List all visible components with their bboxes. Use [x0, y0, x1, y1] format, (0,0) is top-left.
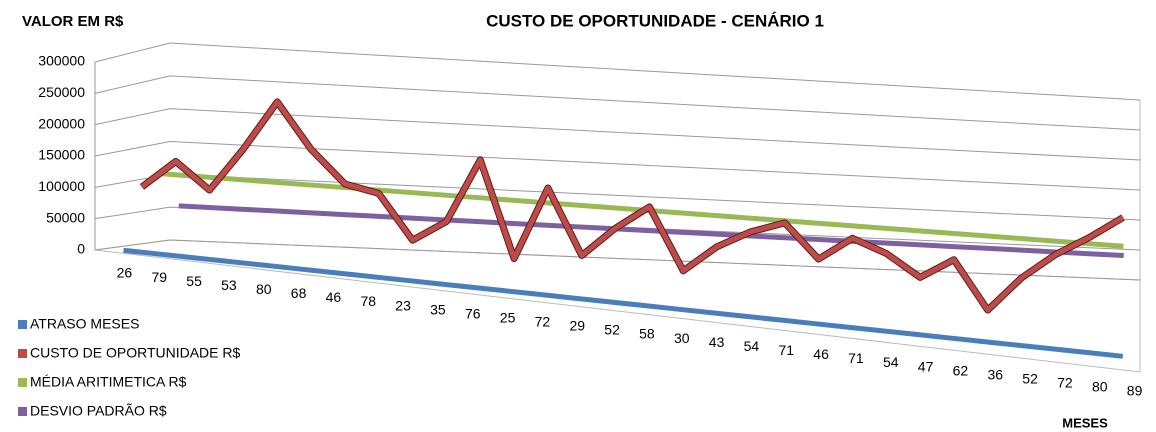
- series-line: [178, 203, 1124, 259]
- legend-swatch: [18, 349, 27, 358]
- legend-swatch: [18, 320, 27, 329]
- x-tick-label: 35: [430, 301, 446, 317]
- y-tick-label: 200000: [38, 115, 85, 131]
- x-tick-label: 80: [256, 281, 272, 297]
- x-tick-label: 47: [918, 358, 934, 374]
- x-tick-label: 29: [569, 318, 585, 334]
- x-tick-label: 46: [326, 289, 342, 305]
- legend-label: CUSTO DE OPORTUNIDADE R$: [30, 345, 241, 361]
- x-tick-label: 52: [1022, 370, 1038, 386]
- x-tick-label: 71: [778, 342, 794, 358]
- legend-label: MÉDIA ARITIMETICA R$: [30, 374, 187, 390]
- x-tick-label: 71: [848, 350, 864, 366]
- grid-line: [94, 140, 1141, 191]
- x-tick-label: 80: [1092, 379, 1108, 395]
- x-tick-label: 72: [1057, 375, 1073, 391]
- grid-line: [94, 239, 1141, 281]
- chart-title: CUSTO DE OPORTUNIDADE - CENÁRIO 1: [486, 11, 824, 30]
- x-tick-label: 46: [813, 346, 829, 362]
- legend-swatch: [18, 378, 27, 387]
- x-tick-label: 54: [883, 354, 899, 370]
- x-tick-label: 54: [744, 338, 760, 354]
- legend-label: ATRASO MESES: [30, 316, 139, 332]
- x-tick-label: 58: [639, 326, 655, 342]
- y-tick-label: 0: [77, 241, 85, 257]
- grid-line: [94, 108, 1141, 161]
- x-tick-label: 25: [500, 309, 516, 325]
- x-tick-label: 78: [360, 293, 376, 309]
- x-tick-label: 53: [221, 277, 237, 293]
- series-line: [140, 99, 1125, 313]
- x-tick-label: 23: [395, 297, 411, 313]
- x-tick-label: 36: [987, 366, 1003, 382]
- y-tick-label: 100000: [38, 178, 85, 194]
- x-tick-label: 62: [953, 362, 969, 378]
- legend-label: DESVIO PADRÃO R$: [30, 403, 167, 419]
- x-tick-label: 68: [291, 285, 307, 301]
- x-tick-label: 76: [465, 305, 481, 321]
- x-tick-label: 43: [709, 334, 725, 350]
- y-axis-label: VALOR EM R$: [22, 13, 124, 30]
- x-tick-label: 72: [535, 314, 551, 330]
- grid-line: [94, 75, 1141, 131]
- x-tick-label: 79: [151, 269, 167, 285]
- y-tick-label: 250000: [38, 84, 85, 100]
- x-tick-label: 52: [604, 322, 620, 338]
- legend-swatch: [18, 407, 27, 416]
- grid-line: [94, 206, 1141, 251]
- x-tick-label: 89: [1127, 383, 1143, 399]
- x-tick-label: 55: [186, 273, 202, 289]
- y-tick-label: 300000: [38, 53, 85, 69]
- grid-line: [94, 42, 1141, 101]
- x-tick-label: 30: [674, 330, 690, 346]
- series-line: [123, 247, 1124, 359]
- y-tick-label: 150000: [38, 147, 85, 163]
- y-tick-label: 50000: [46, 209, 85, 225]
- x-tick-label: 26: [117, 265, 133, 281]
- x-axis-label: MESES: [1062, 415, 1108, 430]
